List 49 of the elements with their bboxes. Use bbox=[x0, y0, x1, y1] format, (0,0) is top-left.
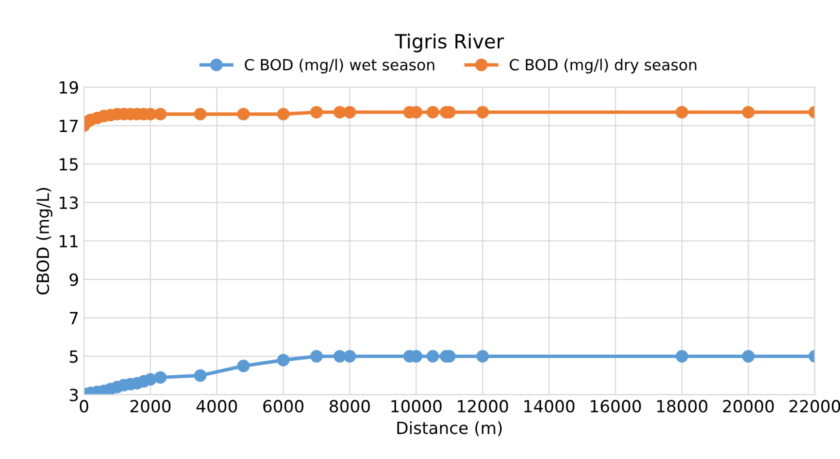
point bbox=[277, 354, 290, 366]
x-tick-label: 2000 bbox=[130, 400, 171, 412]
point bbox=[476, 106, 489, 118]
point bbox=[343, 106, 356, 118]
legend-label: C BOD (mg/l) wet season bbox=[244, 58, 434, 74]
point bbox=[144, 373, 157, 386]
y-tick-label: 9 bbox=[70, 273, 78, 286]
point bbox=[742, 350, 755, 363]
y-tick-label: 5 bbox=[70, 350, 78, 363]
point bbox=[194, 108, 207, 120]
x-tick-label: 10000 bbox=[392, 400, 442, 412]
y-axis-title: CBOD (mg/L) bbox=[36, 188, 52, 294]
point bbox=[676, 106, 688, 118]
x-tick-label: 8000 bbox=[330, 400, 370, 412]
point bbox=[343, 350, 356, 363]
chart-title: Tigris River bbox=[394, 34, 504, 52]
point bbox=[277, 108, 290, 120]
y-tick-label: 17 bbox=[60, 120, 78, 132]
x-tick-label: 22000 bbox=[790, 400, 840, 412]
y-tick-label: 7 bbox=[70, 312, 78, 324]
x-tick-label: 18000 bbox=[657, 400, 708, 412]
point bbox=[742, 106, 755, 118]
x-tick-label: 14000 bbox=[524, 400, 574, 412]
x-tick-label: 16000 bbox=[590, 400, 641, 412]
point bbox=[476, 350, 489, 363]
x-tick-label: 12000 bbox=[458, 400, 508, 412]
point bbox=[310, 350, 323, 363]
point bbox=[334, 350, 346, 363]
x-tick-label: 4000 bbox=[196, 400, 237, 412]
point bbox=[334, 106, 346, 118]
x-axis-title: Distance (m) bbox=[397, 421, 502, 436]
x-tick-label: 6000 bbox=[263, 400, 304, 412]
point bbox=[426, 106, 440, 118]
legend-label: C BOD (mg/l) dry season bbox=[510, 58, 696, 74]
y-tick-label: 3 bbox=[70, 388, 78, 402]
point bbox=[676, 350, 688, 363]
y-tick-label: 13 bbox=[60, 196, 78, 210]
y-tick-label: 11 bbox=[60, 235, 78, 248]
point bbox=[154, 371, 167, 384]
point bbox=[426, 350, 440, 363]
y-tick-label: 15 bbox=[60, 158, 78, 171]
y-tick-label: 19 bbox=[60, 81, 78, 94]
x-tick-label: 20000 bbox=[723, 400, 774, 412]
x-tick-label: 0 bbox=[80, 400, 88, 412]
point bbox=[237, 360, 250, 372]
point bbox=[237, 108, 250, 120]
point bbox=[194, 369, 207, 382]
point bbox=[310, 106, 323, 118]
point bbox=[154, 108, 167, 120]
